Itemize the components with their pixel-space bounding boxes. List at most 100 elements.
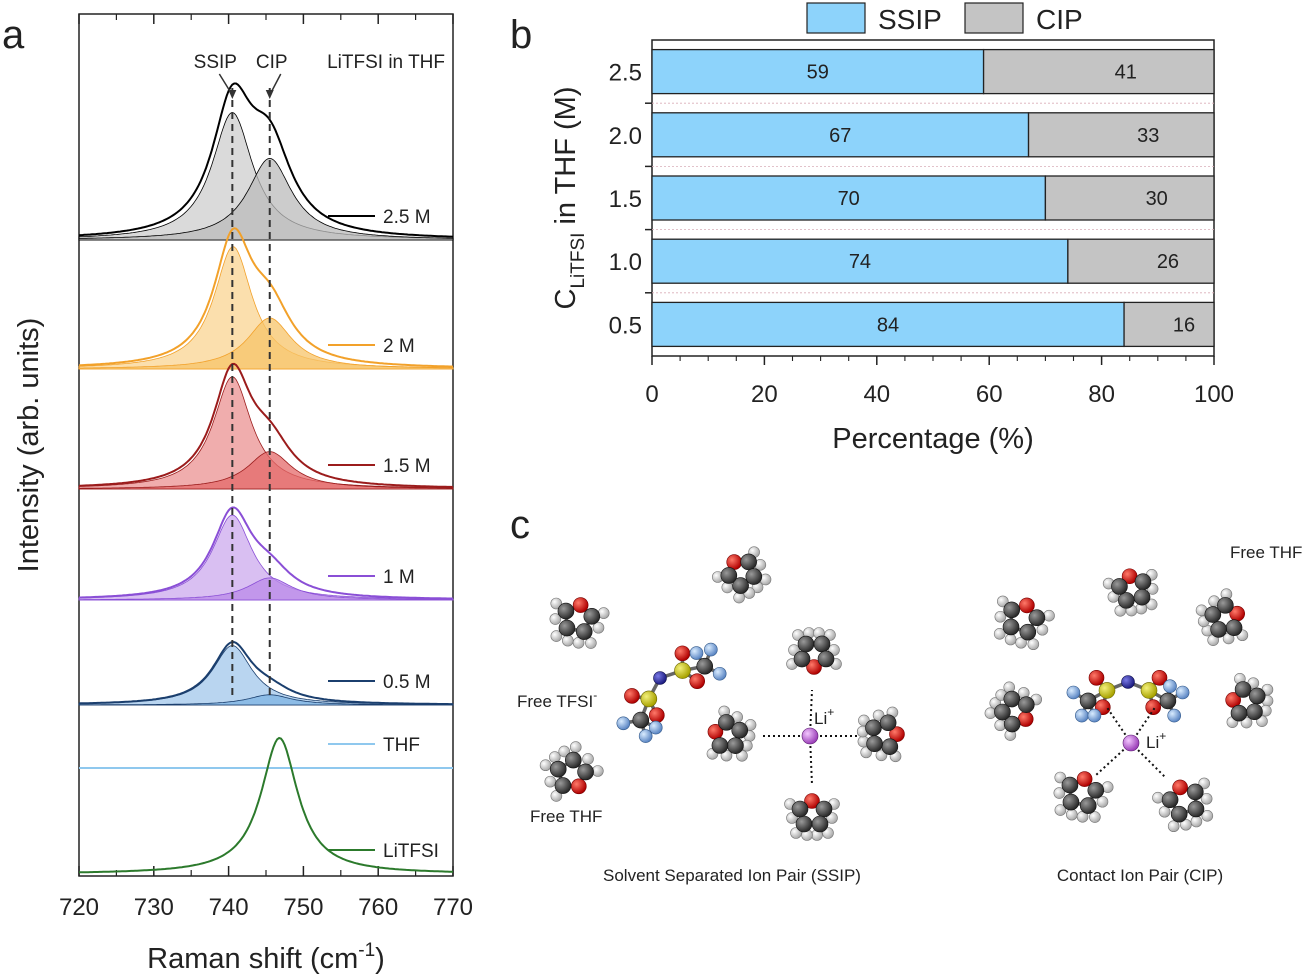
panel-letter-c: c (510, 503, 530, 547)
atom-h (592, 621, 605, 634)
atom-c (1210, 621, 1227, 638)
bar-label-cip-1.0: 26 (1157, 251, 1179, 273)
atom-c (718, 714, 735, 731)
atom-c (549, 760, 567, 778)
atom-h (1167, 820, 1180, 833)
atom-f (1163, 679, 1177, 694)
panel-a-x-axis-title: Raman shift (cm-1) (147, 940, 385, 975)
atom-o (649, 707, 665, 723)
atom-c (1028, 609, 1046, 626)
atom-li (1122, 734, 1140, 752)
atom-h (1015, 636, 1027, 649)
atom-c (565, 751, 582, 769)
atom-c (793, 650, 811, 668)
atom-s (1140, 682, 1158, 699)
atom-c (1248, 687, 1266, 705)
panel-a-title: LiTFSI in THF (327, 52, 445, 73)
atom-c (994, 703, 1011, 721)
atom-f (1167, 708, 1181, 723)
atom-h (994, 610, 1007, 623)
bar-ssip-1.5 (651, 175, 1047, 221)
atom-f (704, 642, 718, 657)
fitted-peak-2.5M (78, 157, 454, 241)
atom-h (1036, 623, 1049, 636)
panel-a-x-ticks: 720 730 740 750 760 770 (59, 14, 473, 921)
atom-c (1002, 618, 1020, 636)
bar-label-cip-2.5: 41 (1115, 62, 1137, 84)
atom-h (1043, 609, 1055, 622)
bar-label-ssip-1.5: 70 (838, 188, 860, 210)
atom-c (1017, 696, 1035, 713)
atom-o (689, 673, 705, 689)
atom-h (1089, 811, 1101, 823)
atom-c (1230, 704, 1248, 722)
atom-c (583, 608, 601, 625)
atom-s (640, 690, 658, 708)
atom-c (881, 738, 899, 755)
atom-c (1204, 606, 1222, 623)
legend-label-THF: THF (383, 735, 420, 756)
atom-h (1201, 810, 1214, 822)
atom-c (815, 800, 833, 818)
ssip-li-label: Li+ (814, 705, 834, 728)
ssip-li-sup: + (827, 705, 834, 719)
bar-cip-2.5 (982, 48, 1215, 95)
atom-c (1087, 782, 1105, 799)
bar-label-cip-1.5: 30 (1146, 188, 1168, 210)
atom-c (797, 635, 815, 653)
atom-h (1054, 771, 1067, 784)
y-tick-label: 1.0 (609, 249, 642, 276)
bar-ssip-0.5 (651, 301, 1125, 348)
atom-h (1190, 815, 1203, 828)
x-tick-label: 750 (283, 894, 323, 921)
x-tick-label: 760 (358, 894, 398, 921)
spectrum-line-1.5M (78, 362, 454, 488)
atom-c (745, 568, 763, 585)
atom-c (865, 719, 882, 737)
atom-s (674, 662, 691, 679)
atom-f (648, 720, 663, 735)
atom-c (1019, 623, 1037, 641)
atom-c (558, 619, 576, 637)
fitted-peak-1M (78, 577, 454, 601)
panel-letter-a: a (2, 13, 25, 57)
atom-c (1079, 692, 1097, 710)
atom-c (1118, 592, 1135, 609)
atom-c (1003, 690, 1021, 708)
ref-label-cip: CIP (256, 52, 288, 73)
x-axis-title-main: Raman shift (cm (147, 943, 358, 975)
spectrum-line-0.5M (78, 640, 453, 706)
atom-h (1054, 804, 1067, 816)
free-tfsi-text: Free TFSI (517, 692, 593, 711)
atom-c (711, 737, 729, 754)
atom-h (1198, 777, 1210, 790)
atom-c (811, 815, 829, 833)
atom-h (1180, 818, 1192, 831)
bar-label-ssip-1.0: 74 (849, 251, 871, 273)
x-axis-title-sup: -1 (358, 940, 375, 961)
atom-h (997, 595, 1009, 608)
x-tick-label: 770 (433, 894, 473, 921)
atom-c (575, 623, 593, 640)
panel-b-ticks: 2.5 2.0 1.5 1.0 0.5 0 20 40 60 80 100 (609, 60, 1234, 408)
atom-c (1003, 715, 1021, 733)
legend-swatch-ssip (806, 2, 866, 34)
atom-h (1066, 808, 1078, 821)
spectrum-line-2M (78, 227, 454, 368)
x-tick-label: 740 (209, 894, 249, 921)
atom-c (1079, 797, 1097, 814)
atom-c (557, 602, 575, 620)
x-tick-label: 0 (645, 381, 658, 408)
legend-label-LiTFSI: LiTFSI (383, 841, 439, 862)
atom-h (993, 628, 1006, 640)
spectrum-line-1M (79, 506, 453, 600)
bar-cip-1.5 (1044, 175, 1215, 221)
cip-li-sup: + (1159, 729, 1166, 743)
bar-ssip-2.0 (651, 112, 1030, 158)
spectrum-line-LiTFSI (79, 736, 454, 874)
atom-s (1098, 682, 1116, 699)
atom-f (1175, 685, 1190, 700)
legend-label-1M: 1 M (383, 567, 415, 588)
atom-o (674, 645, 691, 662)
atom-f (689, 646, 704, 660)
